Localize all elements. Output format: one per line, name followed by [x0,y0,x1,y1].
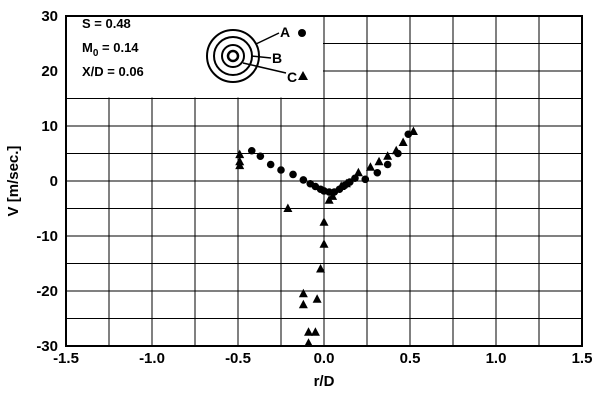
legend-ring-a-icon [206,29,260,83]
y-tick-label: 20 [41,63,58,80]
x-tick-label: 1.5 [572,350,593,367]
annotation-xd: X/D = 0.06 [82,64,144,79]
point-c [235,156,245,166]
x-tick-label: -1.0 [139,350,165,367]
point-a [361,175,370,184]
point-c [383,151,393,160]
point-c [336,181,346,190]
point-c [391,145,401,155]
legend: A B C [206,24,308,85]
annotation-mach-symbol: M [82,40,93,55]
point-c [353,167,363,177]
point-c [319,217,329,226]
y-tick-label: 30 [41,8,58,25]
point-c [235,149,245,159]
y-tick-labels: -30 -20 -10 0 10 20 30 [36,8,58,355]
point-c [283,203,293,212]
legend-leader-b [250,55,272,59]
point-c [312,294,322,303]
y-tick-label: -30 [36,338,58,355]
point-a [404,130,413,139]
x-tick-labels: -1.5 -1.0 -0.5 0.0 0.5 1.0 1.5 [53,350,592,367]
point-c [408,126,418,135]
legend-center-icon [226,49,240,63]
legend-label-b: B [272,50,282,66]
point-c [298,299,308,309]
legend-leader-c [242,62,287,74]
annotation-background [67,17,323,98]
point-c [398,137,408,146]
plot-frame [65,15,583,347]
point-a [373,168,382,177]
point-c [304,327,314,336]
annotation-mach-subscript: 0 [93,48,99,59]
x-tick-label: 0.5 [400,350,421,367]
point-c [341,178,351,188]
point-a [383,160,392,169]
point-c [298,288,308,298]
y-tick-label: -10 [36,228,58,245]
annotation-mach: M0 = 0.14 [82,40,139,59]
grid [66,16,582,346]
point-c [316,264,326,273]
legend-marker-c-icon [298,71,308,80]
legend-leader-a [255,32,280,45]
annotation-mach-value: = 0.14 [98,40,139,55]
point-c [328,191,338,200]
legend-ring-c-icon [221,44,245,68]
data-marks [235,126,418,347]
x-tick-label: -0.5 [225,350,251,367]
point-c [374,156,384,166]
point-a [351,174,359,183]
point-c [304,338,314,347]
x-tick-label: 1.0 [486,350,507,367]
x-tick-label: -1.5 [53,350,79,367]
legend-label-a: A [280,24,290,40]
point-c [365,162,375,171]
y-tick-label: -20 [36,283,58,300]
x-tick-label: 0.0 [314,350,335,367]
legend-marker-a-icon [298,29,306,37]
y-tick-label: 0 [50,173,58,190]
point-a [266,160,275,169]
point-a [299,176,308,184]
y-tick-label: 10 [41,118,58,135]
point-a [247,146,256,155]
point-a [289,170,297,179]
point-c [310,327,320,336]
x-axis-label: r/D [314,373,335,390]
legend-label-c: C [287,69,297,85]
point-a [277,166,285,174]
annotation-box: S = 0.48 M0 = 0.14 X/D = 0.06 [67,16,323,98]
point-a [256,152,265,161]
point-c [319,239,329,248]
annotation-s: S = 0.48 [82,16,131,31]
y-axis-label: V [m/sec.] [5,146,22,217]
